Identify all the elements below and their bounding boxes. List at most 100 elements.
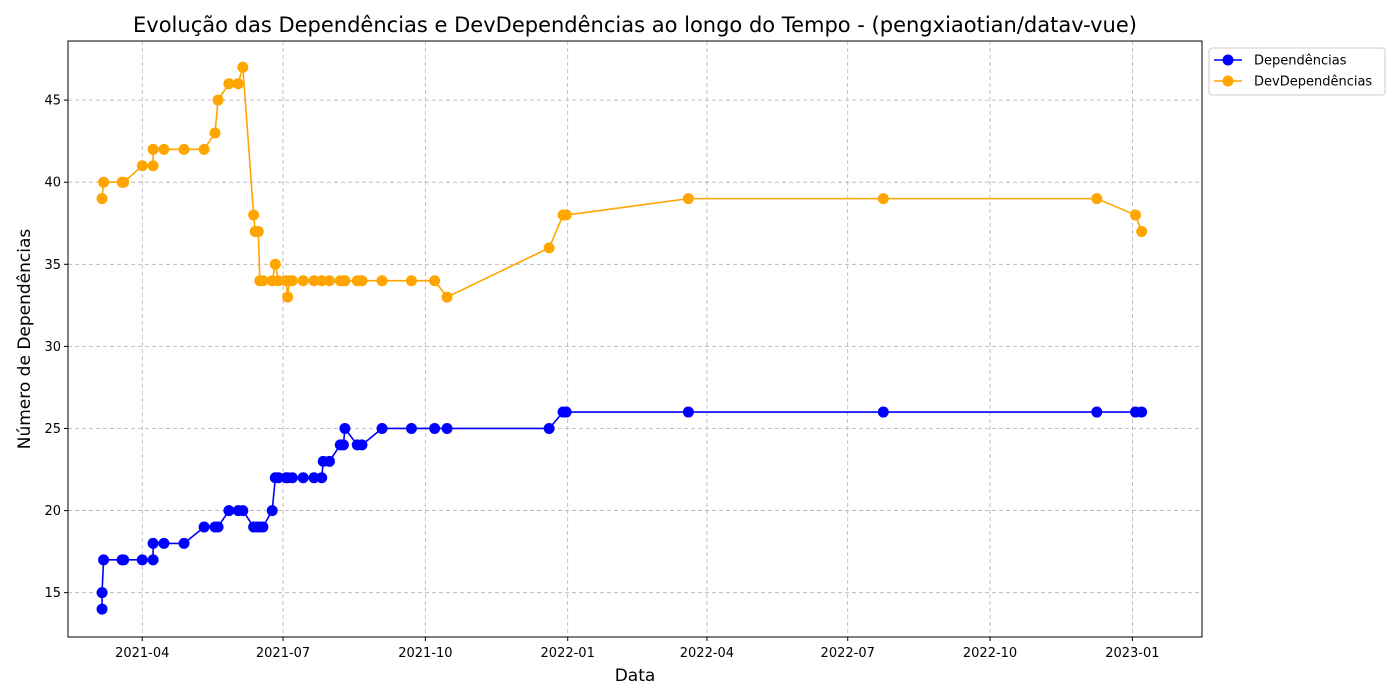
data-point — [212, 94, 224, 106]
data-point — [323, 275, 335, 287]
grid-layer — [68, 41, 1202, 637]
data-point — [877, 406, 889, 418]
data-point — [405, 422, 417, 434]
data-point — [147, 537, 159, 549]
data-point — [405, 275, 417, 287]
data-point — [1091, 406, 1103, 418]
data-point — [118, 176, 130, 188]
data-point — [272, 275, 284, 287]
data-point — [147, 143, 159, 155]
plot-frame — [67, 40, 1203, 638]
data-point — [257, 275, 269, 287]
legend-label: Dependências — [1254, 54, 1347, 69]
data-point — [198, 521, 210, 533]
legend: Dependências DevDependências — [1208, 47, 1386, 96]
data-point — [96, 603, 108, 615]
legend-item: DevDependências — [1214, 75, 1372, 90]
series-1 — [96, 406, 1148, 615]
data-point — [158, 143, 170, 155]
data-point — [237, 505, 249, 517]
data-point — [198, 143, 210, 155]
data-point — [98, 554, 110, 566]
data-point — [272, 472, 284, 484]
data-point — [118, 554, 130, 566]
data-point — [429, 422, 441, 434]
data-point — [178, 537, 190, 549]
data-point — [560, 209, 572, 221]
data-point — [269, 258, 281, 270]
data-point — [682, 193, 694, 205]
y-axis-label: Número de Dependências — [15, 229, 35, 450]
data-point — [877, 193, 889, 205]
data-point — [147, 554, 159, 566]
data-point — [441, 291, 453, 303]
x-tick-label: 2022-01 — [541, 646, 595, 661]
data-point — [543, 422, 555, 434]
data-point — [252, 225, 264, 237]
data-point — [147, 160, 159, 172]
data-point — [308, 275, 320, 287]
legend-box — [1208, 47, 1386, 96]
y-axis: 15 20 25 30 35 40 45 — [44, 94, 68, 601]
series-layer — [96, 61, 1148, 615]
data-point — [136, 160, 148, 172]
data-point — [429, 275, 441, 287]
chart-title: Evolução das Dependências e DevDependênc… — [133, 13, 1137, 37]
x-tick-label: 2022-10 — [963, 646, 1017, 661]
y-tick-label: 40 — [44, 176, 61, 191]
x-tick-label: 2021-10 — [398, 646, 452, 661]
data-point — [1136, 406, 1148, 418]
x-tick-label: 2023-01 — [1105, 646, 1159, 661]
data-point — [237, 61, 249, 73]
series-2 — [96, 61, 1148, 303]
data-point — [209, 127, 221, 139]
data-point — [286, 472, 298, 484]
data-point — [682, 406, 694, 418]
data-point — [212, 521, 224, 533]
data-point — [1136, 225, 1148, 237]
data-point — [356, 439, 368, 451]
x-tick-label: 2021-04 — [115, 646, 169, 661]
x-axis: 2021-04 2021-07 2021-10 2022-01 2022-04 2022-… — [115, 637, 1160, 661]
data-point — [1129, 209, 1141, 221]
legend-marker — [1222, 54, 1234, 66]
data-point — [96, 587, 108, 599]
data-point — [223, 505, 235, 517]
data-point — [337, 439, 349, 451]
data-point — [98, 176, 110, 188]
data-point — [339, 275, 351, 287]
data-point — [376, 275, 388, 287]
data-point — [339, 422, 351, 434]
data-point — [560, 406, 572, 418]
data-point — [266, 505, 278, 517]
y-tick-label: 25 — [44, 422, 61, 437]
y-tick-label: 20 — [44, 504, 61, 519]
data-point — [282, 291, 294, 303]
data-point — [1091, 193, 1103, 205]
legend-item: Dependências — [1214, 54, 1347, 69]
data-point — [316, 472, 328, 484]
legend-label: DevDependências — [1254, 75, 1372, 90]
data-point — [543, 242, 555, 254]
y-tick-label: 45 — [44, 94, 61, 109]
x-tick-label: 2022-04 — [680, 646, 734, 661]
data-point — [316, 275, 328, 287]
x-axis-label: Data — [615, 666, 656, 686]
data-point — [323, 455, 335, 467]
legend-marker — [1222, 75, 1234, 87]
data-point — [158, 537, 170, 549]
data-point — [232, 78, 244, 90]
data-point — [297, 275, 309, 287]
data-point — [257, 521, 269, 533]
data-point — [376, 422, 388, 434]
data-point — [223, 78, 235, 90]
y-tick-label: 35 — [44, 258, 61, 273]
data-point — [96, 193, 108, 205]
data-point — [136, 554, 148, 566]
data-point — [178, 143, 190, 155]
y-tick-label: 15 — [44, 586, 61, 601]
data-point — [248, 209, 260, 221]
data-point — [286, 275, 298, 287]
x-tick-label: 2022-07 — [821, 646, 875, 661]
